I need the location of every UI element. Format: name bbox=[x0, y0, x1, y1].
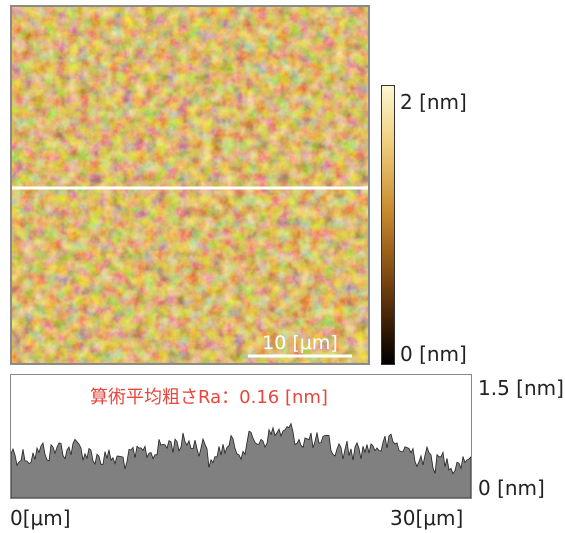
colorbar-max-label: 2 [nm] bbox=[400, 90, 467, 114]
roughness-label: 算術平均粗さRa：0.16 [nm] bbox=[90, 387, 328, 408]
scale-bar-label: 10 [μm] bbox=[262, 332, 338, 354]
profile-x-min-label: 0[μm] bbox=[10, 506, 71, 530]
afm-texture: 10 [μm] bbox=[12, 7, 368, 363]
height-colorbar bbox=[381, 85, 395, 365]
profile-area bbox=[11, 422, 471, 498]
profile-y-max-label: 1.5 [nm] bbox=[478, 376, 564, 400]
profile-svg: 算術平均粗さRa：0.16 [nm] bbox=[11, 387, 471, 498]
profile-x-max-label: 30[μm] bbox=[390, 506, 464, 530]
profile-y-min-label: 0 [nm] bbox=[478, 476, 545, 500]
height-profile-plot: 算術平均粗さRa：0.16 [nm] bbox=[10, 374, 472, 499]
afm-height-image: 10 [μm] bbox=[10, 5, 370, 365]
colorbar-min-label: 0 [nm] bbox=[400, 342, 467, 366]
